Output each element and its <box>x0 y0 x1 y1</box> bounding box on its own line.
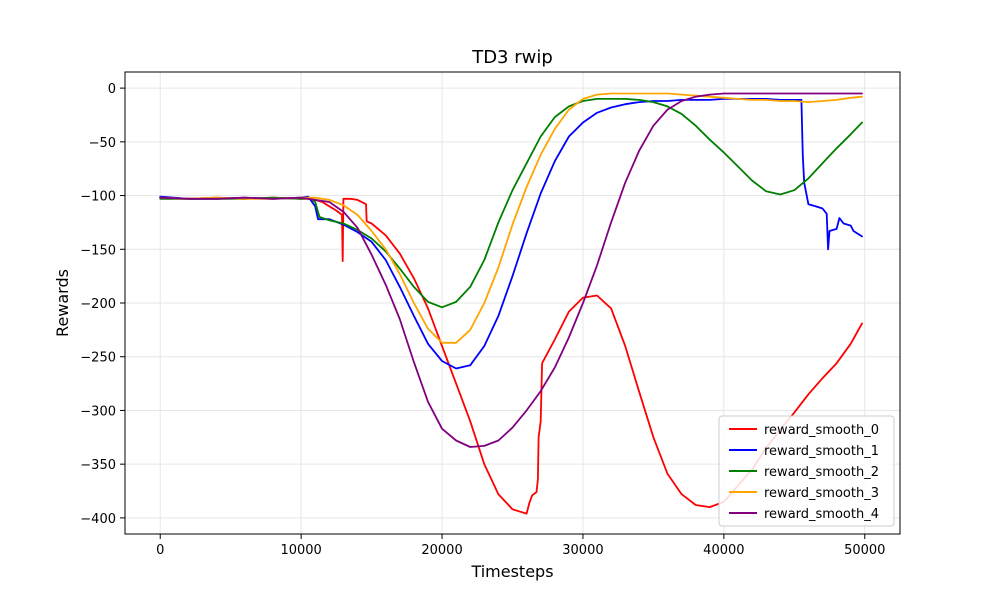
legend-label: reward_smooth_0 <box>764 423 879 438</box>
legend-frame <box>718 415 895 527</box>
x-tick-label: 20000 <box>421 543 462 558</box>
y-tick-label: −150 <box>80 243 116 258</box>
y-tick-label: −350 <box>80 458 116 473</box>
y-axis-ticks: 0 −50 −100 −150 −200 −250 −300 −350 −400 <box>80 82 125 527</box>
x-tick-label: 0 <box>156 543 164 558</box>
y-tick-label: −200 <box>80 297 116 312</box>
x-tick-label: 40000 <box>703 543 744 558</box>
y-axis-label: Rewards <box>53 269 72 337</box>
y-tick-label: −100 <box>80 190 116 205</box>
series-line-reward-smooth-3 <box>159 92 863 344</box>
y-tick-label: −250 <box>80 351 116 366</box>
legend-label: reward_smooth_4 <box>764 507 879 522</box>
series-line-reward-smooth-2 <box>159 98 863 309</box>
y-tick-label: −300 <box>80 404 116 419</box>
legend: reward_smooth_0 reward_smooth_1 reward_smo… <box>718 415 895 527</box>
x-tick-label: 50000 <box>844 543 885 558</box>
legend-label: reward_smooth_3 <box>764 486 879 501</box>
x-tick-label: 10000 <box>280 543 321 558</box>
y-tick-label: −400 <box>80 512 116 527</box>
legend-label: reward_smooth_2 <box>764 465 879 480</box>
x-tick-label: 30000 <box>562 543 603 558</box>
y-tick-label: 0 <box>108 82 116 97</box>
legend-label: reward_smooth_1 <box>764 444 879 459</box>
y-tick-label: −50 <box>89 136 116 151</box>
series-line-reward-smooth-1 <box>159 98 863 370</box>
series-line-reward-smooth-4 <box>159 92 863 448</box>
chart-title: TD3 rwip <box>471 47 553 68</box>
series-lines <box>159 92 863 515</box>
x-axis-ticks: 0 10000 20000 30000 40000 50000 <box>156 534 885 558</box>
x-axis-label: Timesteps <box>470 562 553 581</box>
